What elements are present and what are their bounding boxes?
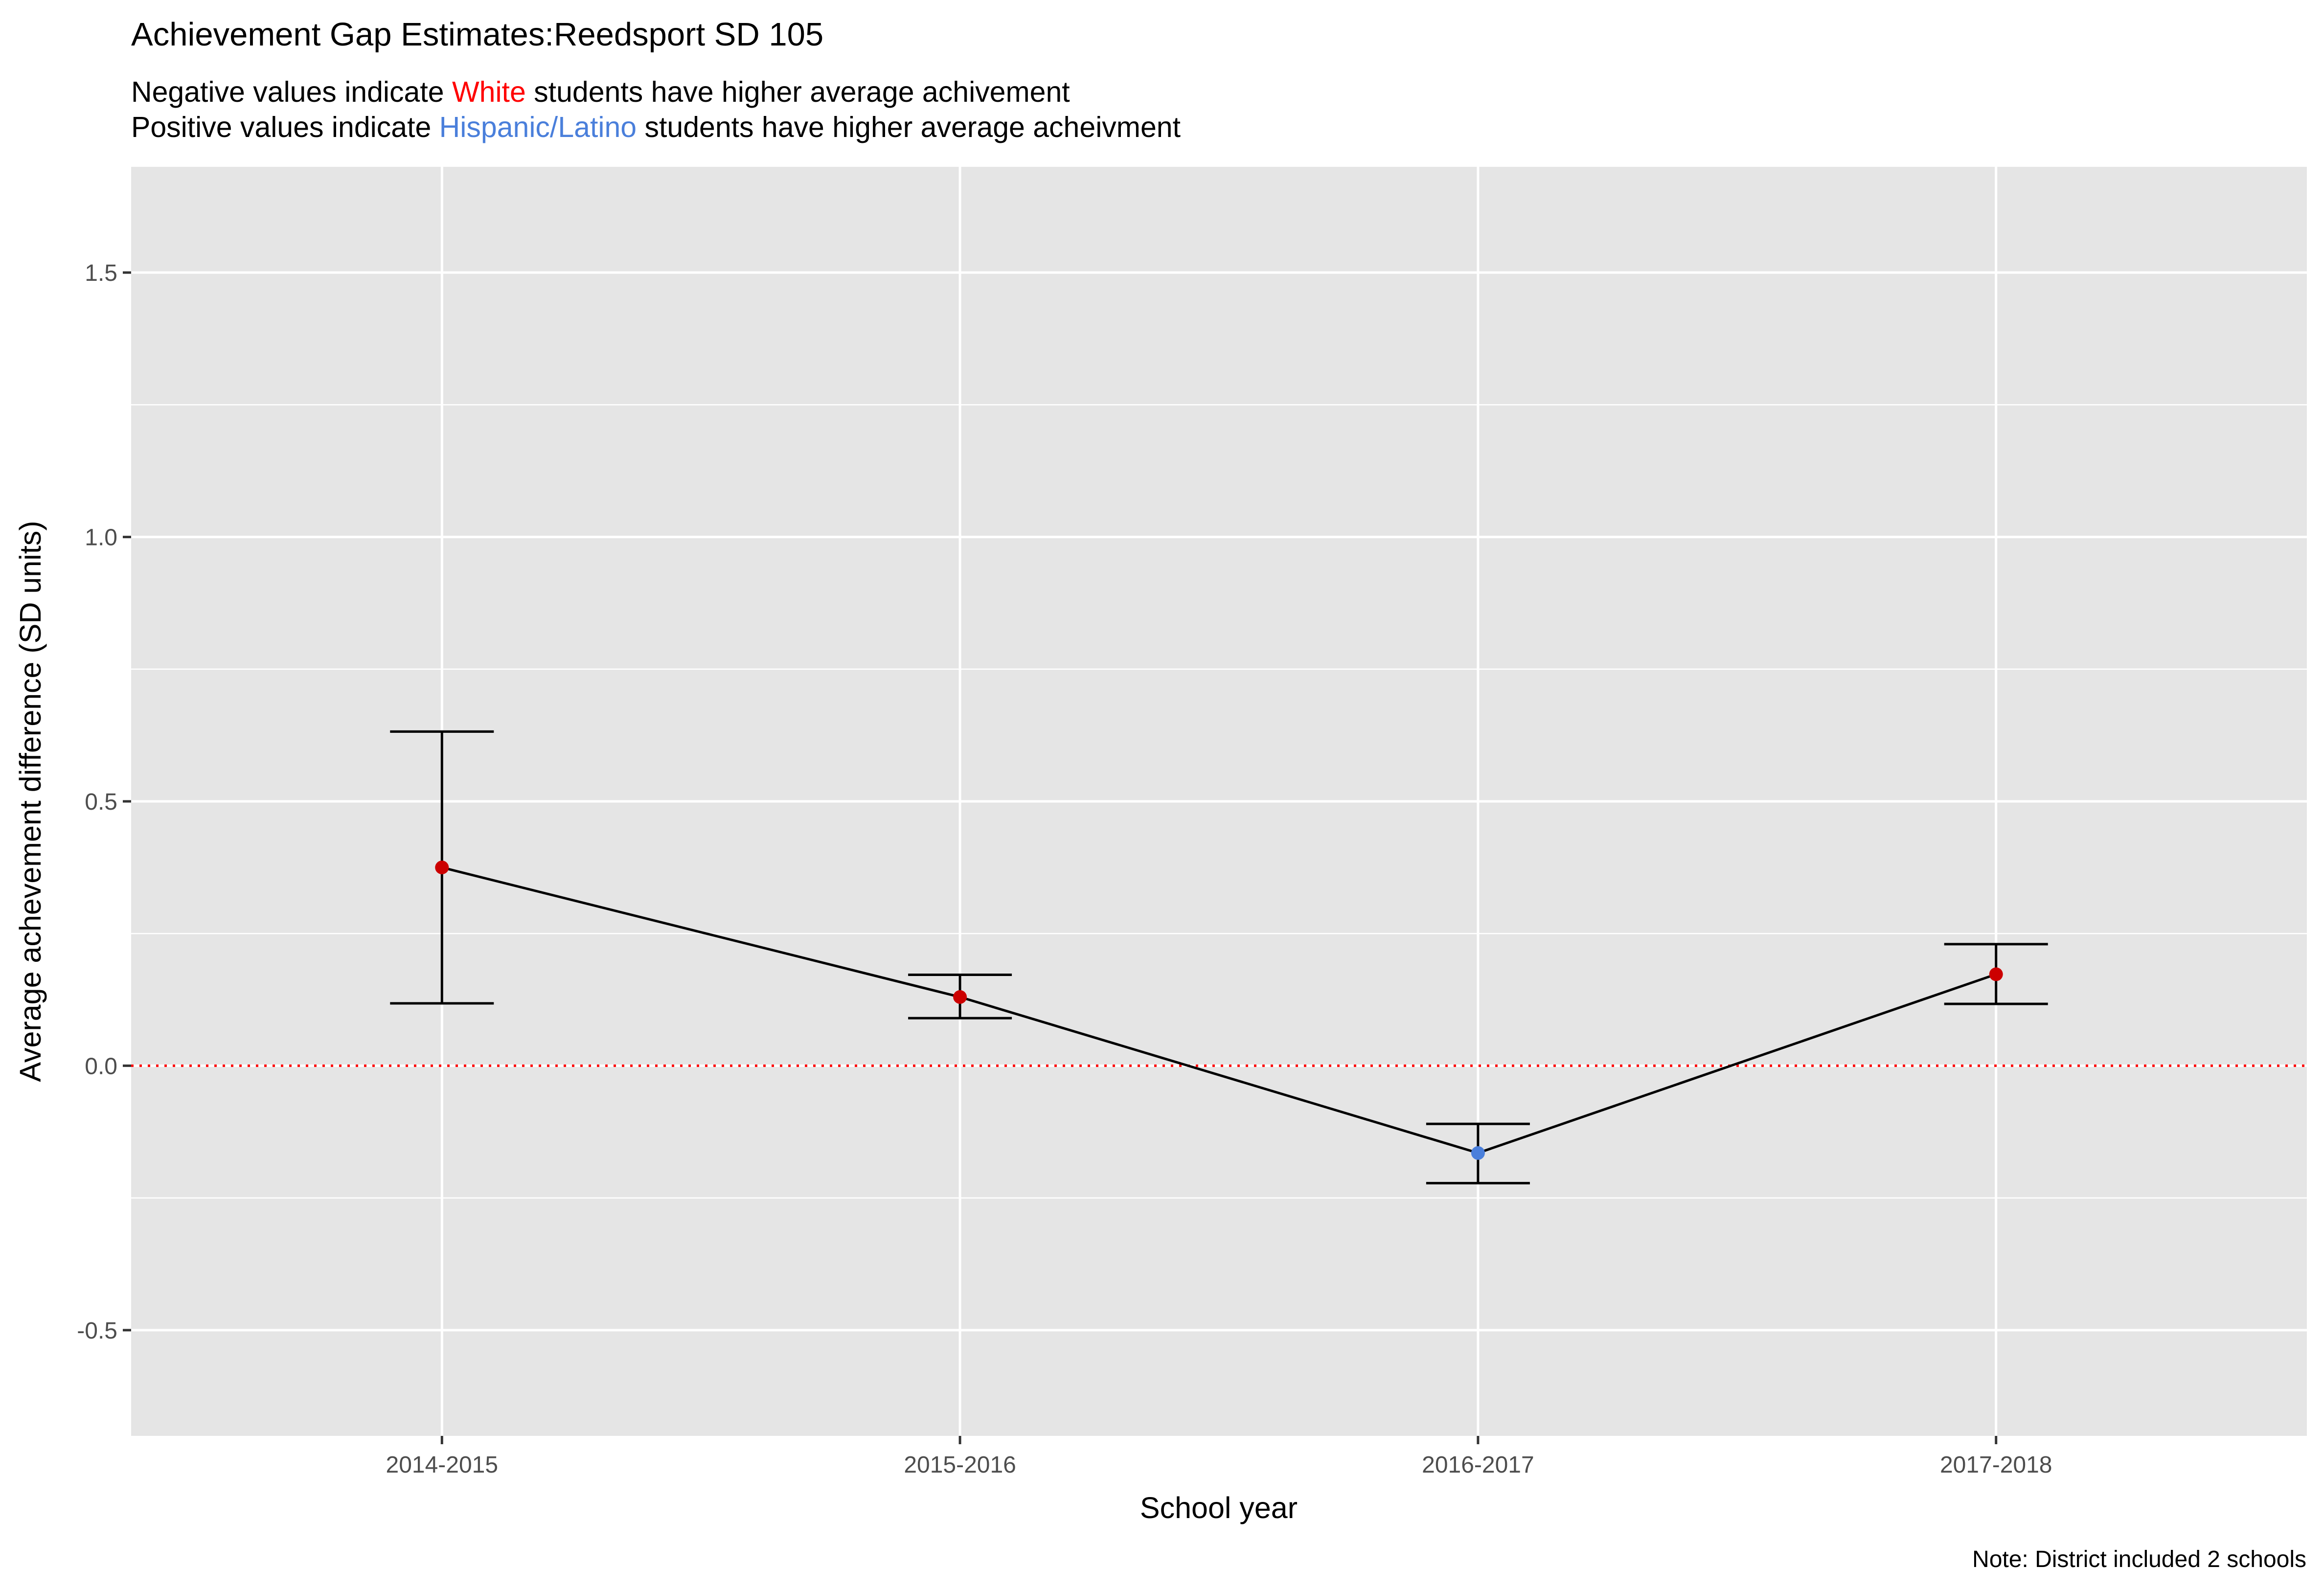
x-tick-label: 2017-2018	[1940, 1452, 2052, 1478]
minor-gridlines	[131, 404, 2307, 1199]
x-axis: 2014-2015 2015-2016 2016-2017 2017-2018	[386, 1436, 2052, 1478]
subtitle-2-highlight-hispanic: Hispanic/Latino	[439, 111, 637, 143]
y-tick-label: -0.5	[77, 1318, 117, 1344]
subtitle-1-after: students have higher average achivement	[526, 76, 1070, 108]
x-axis-title: School year	[1140, 1491, 1298, 1524]
y-axis: -0.5 0.0 0.5 1.0 1.5	[77, 260, 131, 1344]
data-point	[435, 861, 449, 875]
y-tick-label: 1.0	[85, 525, 117, 551]
subtitle-2-after: students have higher average acheivment	[637, 111, 1181, 143]
data-point	[1989, 967, 2003, 981]
chart-title: Achievement Gap Estimates:Reedsport SD 1…	[131, 16, 823, 53]
subtitle-2-before: Positive values indicate	[131, 111, 439, 143]
data-point	[1471, 1146, 1485, 1160]
data-point	[953, 990, 967, 1004]
subtitle-1-highlight-white: White	[452, 76, 526, 108]
y-axis-title: Average achevement difference (SD units)	[14, 521, 47, 1082]
series-line	[441, 866, 1997, 1155]
subtitle-line-2: Positive values indicate Hispanic/Latino…	[131, 111, 1181, 143]
y-tick-label: 1.5	[85, 260, 117, 286]
subtitle-line-1: Negative values indicate White students …	[131, 76, 1070, 108]
y-tick-label: 0.5	[85, 789, 117, 815]
caption-note: Note: District included 2 schools	[1972, 1546, 2306, 1572]
x-tick-label: 2015-2016	[904, 1452, 1016, 1478]
subtitle-1-before: Negative values indicate	[131, 76, 452, 108]
x-tick-label: 2014-2015	[386, 1452, 499, 1478]
x-tick-label: 2016-2017	[1422, 1452, 1534, 1478]
y-tick-label: 0.0	[85, 1053, 117, 1079]
data-points	[435, 861, 2003, 1160]
